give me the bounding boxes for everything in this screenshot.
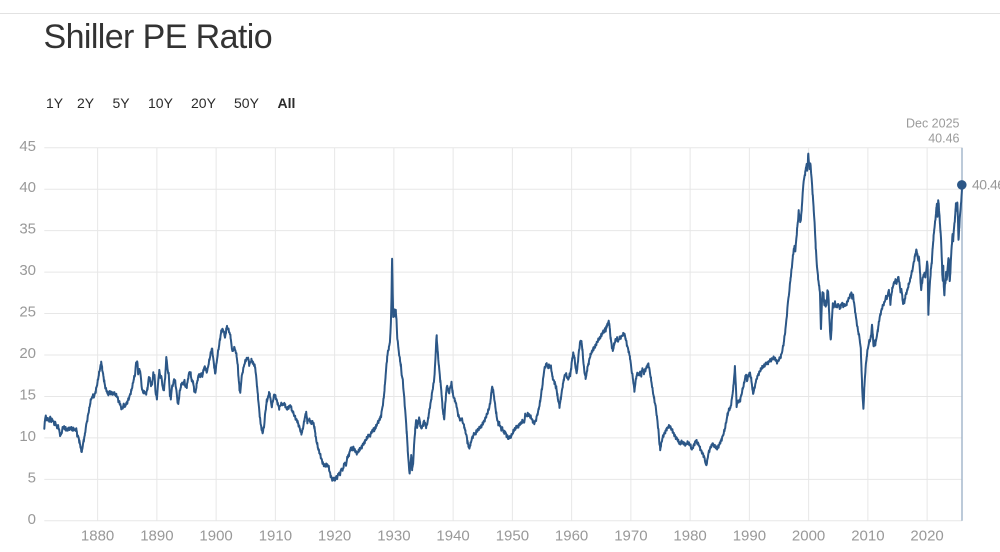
svg-text:1960: 1960 bbox=[555, 528, 588, 545]
svg-text:1910: 1910 bbox=[259, 528, 292, 545]
svg-text:40: 40 bbox=[19, 179, 36, 196]
svg-text:5: 5 bbox=[28, 469, 36, 486]
svg-text:0: 0 bbox=[28, 511, 36, 528]
svg-text:1950: 1950 bbox=[496, 528, 529, 545]
svg-text:1900: 1900 bbox=[199, 528, 232, 545]
svg-text:40.46: 40.46 bbox=[972, 177, 1000, 193]
svg-text:1880: 1880 bbox=[81, 528, 114, 545]
svg-text:2020: 2020 bbox=[910, 528, 943, 545]
svg-text:1980: 1980 bbox=[673, 528, 706, 545]
svg-text:10: 10 bbox=[19, 428, 36, 445]
svg-text:45: 45 bbox=[19, 138, 36, 155]
svg-text:1930: 1930 bbox=[377, 528, 410, 545]
svg-text:1920: 1920 bbox=[318, 528, 351, 545]
svg-text:Dec 2025: Dec 2025 bbox=[906, 116, 960, 130]
svg-text:20: 20 bbox=[19, 345, 36, 362]
svg-text:1940: 1940 bbox=[436, 528, 469, 545]
svg-text:1990: 1990 bbox=[733, 528, 766, 545]
svg-text:1970: 1970 bbox=[614, 528, 647, 545]
svg-text:25: 25 bbox=[19, 304, 36, 321]
svg-text:2010: 2010 bbox=[851, 528, 884, 545]
svg-text:30: 30 bbox=[19, 262, 36, 279]
svg-text:15: 15 bbox=[19, 386, 36, 403]
svg-text:35: 35 bbox=[19, 221, 36, 238]
svg-text:1890: 1890 bbox=[140, 528, 173, 545]
svg-text:40.46: 40.46 bbox=[928, 132, 959, 146]
svg-text:2000: 2000 bbox=[792, 528, 825, 545]
